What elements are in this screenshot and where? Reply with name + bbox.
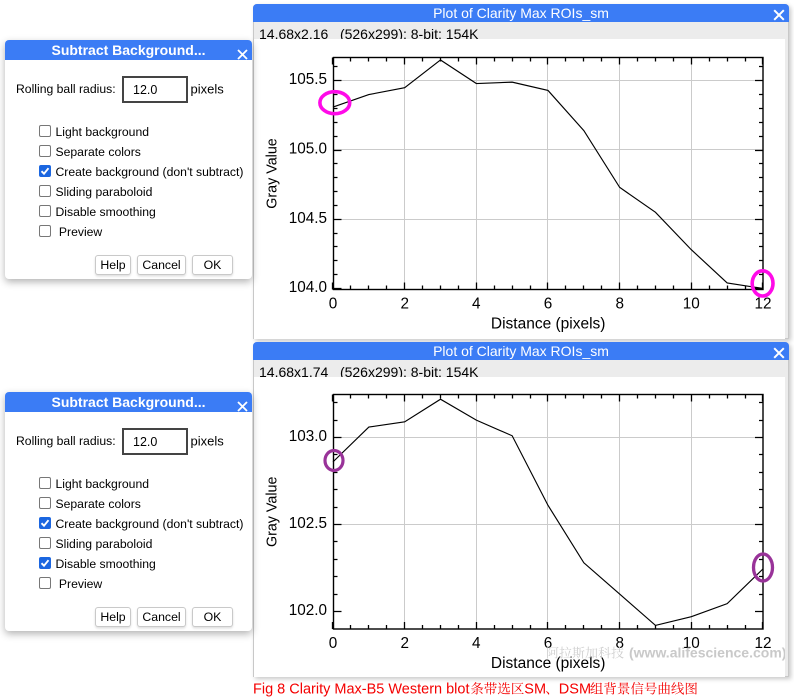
svg-text:6: 6 <box>544 635 553 652</box>
svg-text:Gray Value: Gray Value <box>265 138 281 209</box>
svg-text:0: 0 <box>329 296 338 313</box>
svg-text:4: 4 <box>472 635 481 652</box>
svg-text:8: 8 <box>615 296 624 313</box>
svg-text:DSM: DSM <box>559 682 591 698</box>
svg-text:4: 4 <box>472 296 481 313</box>
svg-text:102.5: 102.5 <box>289 515 327 532</box>
svg-text:0: 0 <box>329 635 338 652</box>
svg-text:6: 6 <box>544 296 553 313</box>
svg-text:Fig 8 Clarity Max-B5 Western b: Fig 8 Clarity Max-B5 Western blot <box>253 682 470 698</box>
svg-text:8: 8 <box>615 635 624 652</box>
svg-text:Distance (pixels): Distance (pixels) <box>491 655 606 672</box>
svg-text:103.0: 103.0 <box>289 428 327 445</box>
svg-text:10: 10 <box>683 635 700 652</box>
svg-text:2: 2 <box>400 296 409 313</box>
svg-text:Distance (pixels): Distance (pixels) <box>491 316 606 333</box>
svg-text:(www.alifescience.com): (www.alifescience.com) <box>629 645 785 661</box>
svg-text:12: 12 <box>754 635 771 652</box>
svg-text:12: 12 <box>754 296 771 313</box>
svg-text:SM: SM <box>524 682 546 698</box>
svg-text:102.0: 102.0 <box>289 602 327 619</box>
svg-text:105.5: 105.5 <box>289 71 327 88</box>
svg-text:10: 10 <box>683 296 700 313</box>
svg-text:105.0: 105.0 <box>289 141 327 158</box>
svg-text:104.0: 104.0 <box>289 279 327 296</box>
svg-text:2: 2 <box>400 635 409 652</box>
svg-text:104.5: 104.5 <box>289 210 327 227</box>
svg-text:Gray Value: Gray Value <box>265 477 281 548</box>
